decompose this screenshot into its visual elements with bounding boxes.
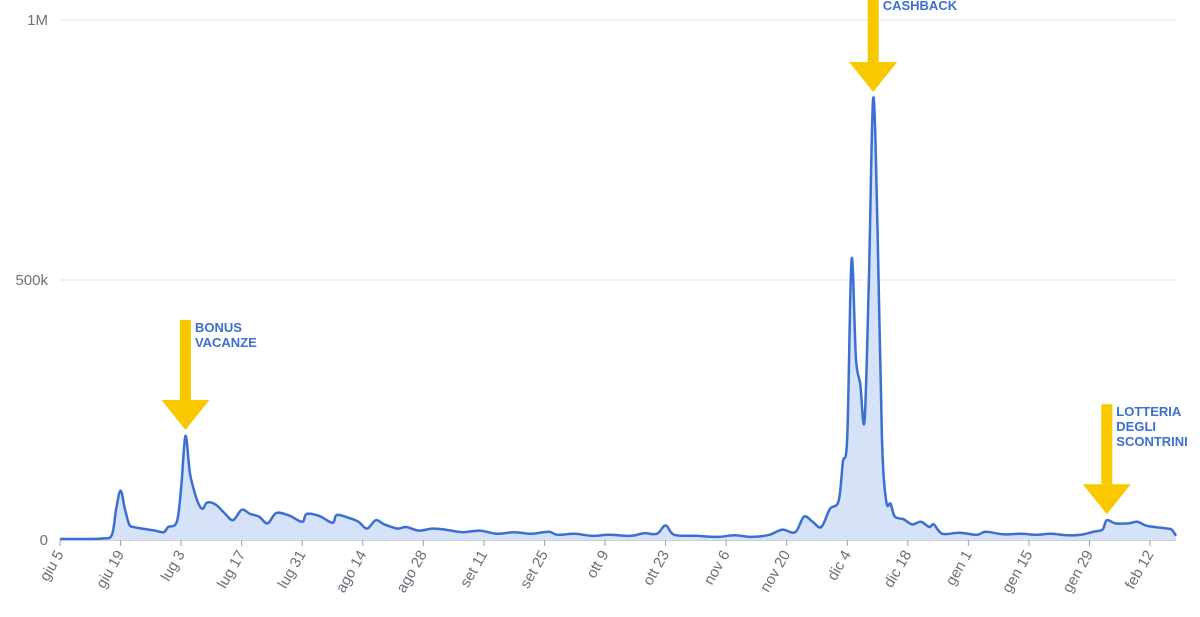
arrow-shaft [1101, 404, 1113, 485]
x-tick-label: nov 20 [757, 548, 794, 596]
series-area [59, 96, 1178, 541]
x-tick-label: set 11 [457, 548, 492, 591]
arrow-shaft [867, 0, 879, 62]
annotation-label: LOTTERIA [1116, 404, 1182, 419]
x-tick-label: gen 15 [999, 548, 1037, 596]
gridlines [60, 19, 1176, 541]
x-tick-label: ott 9 [583, 548, 612, 582]
x-tick-label: ott 23 [640, 548, 673, 589]
x-tick-label: dic 18 [881, 548, 916, 591]
arrow-shaft [179, 320, 191, 400]
arrow-head [849, 62, 898, 92]
x-tick-label: ago 14 [333, 548, 371, 596]
annotation-label: SCONTRINI [1116, 434, 1188, 449]
y-tick-label: 500k [15, 272, 48, 289]
annotation-label: CASHBACK [883, 0, 958, 13]
x-tick-label: dic 4 [824, 548, 855, 584]
x-axis: giu 5 giu 19 lug 3 lug 17 lug 31 ago 14 ago 28… [36, 540, 1158, 596]
x-tick-label: giu 5 [36, 548, 67, 585]
y-tick-label: 0 [40, 532, 48, 549]
x-tick-label: set 25 [517, 548, 552, 592]
x-tick-label: ago 28 [393, 548, 431, 596]
annotation-arrow: CASHBACK [849, 0, 958, 92]
arrow-head [1082, 484, 1131, 515]
x-tick-label: feb 12 [1122, 548, 1158, 593]
annotation-label: DEGLI [1116, 419, 1156, 434]
x-tick-label: lug 3 [158, 548, 189, 585]
x-tick-label: lug 17 [214, 548, 249, 592]
y-axis: 0 500k 1M [15, 12, 48, 549]
series-fill [60, 97, 1176, 541]
x-tick-label: nov 6 [701, 548, 734, 588]
arrow-head [161, 400, 210, 430]
x-tick-label: giu 19 [93, 548, 128, 592]
series-line [59, 96, 1178, 541]
y-tick-label: 1M [27, 12, 48, 29]
x-tick-label: gen 29 [1059, 548, 1097, 596]
x-tick-label: gen 1 [942, 548, 975, 589]
x-tick-label: lug 31 [275, 548, 310, 592]
annotation-label: VACANZE [195, 335, 257, 350]
annotation-label: BONUS [195, 320, 242, 335]
